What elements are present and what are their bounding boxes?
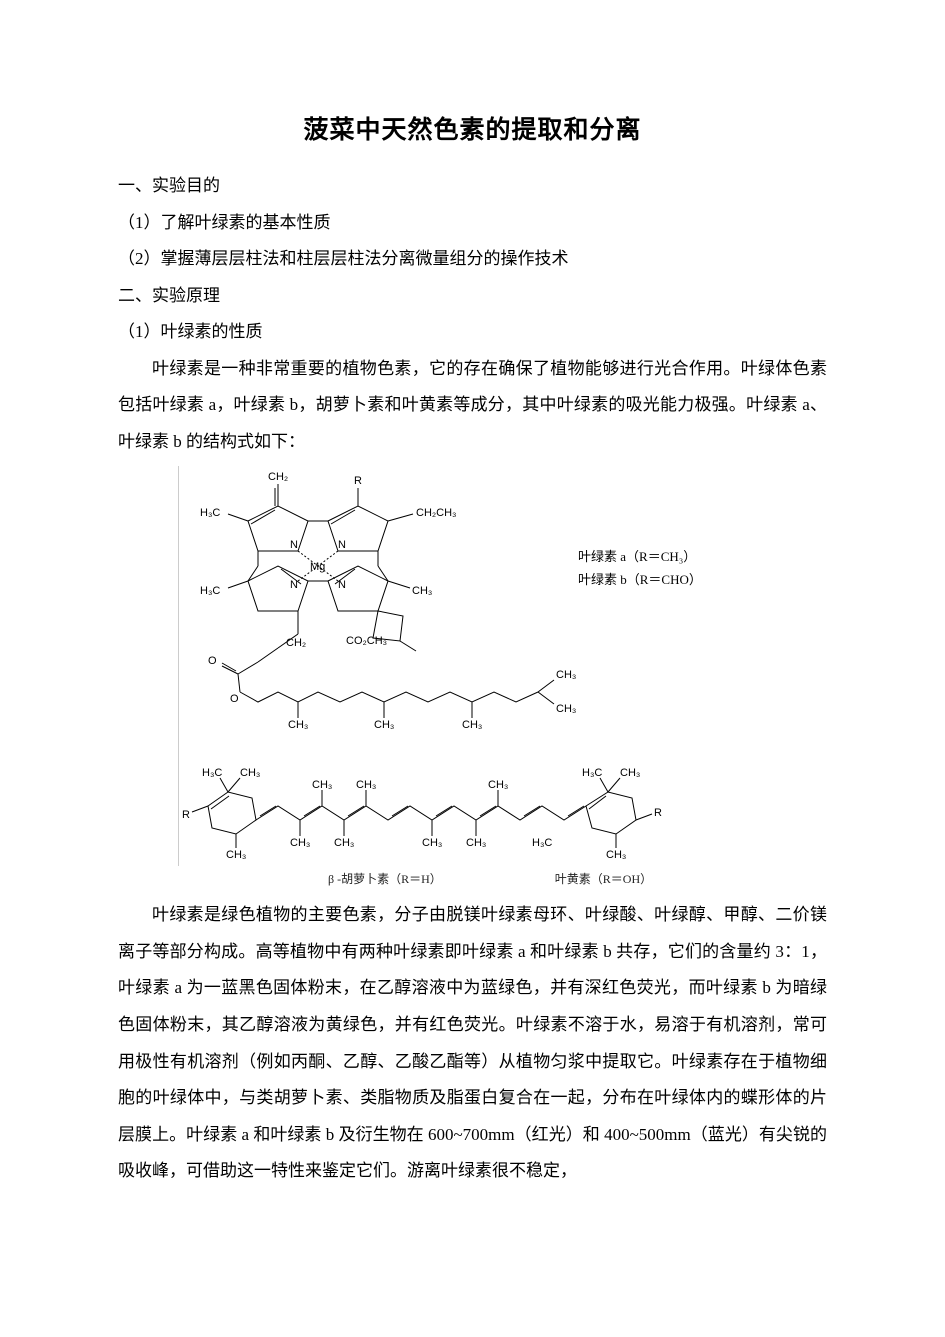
legend-chl-b: 叶绿素 b（R＝CHO） — [578, 572, 702, 587]
para2: 叶绿素是绿色植物的主要色素，分子由脱镁叶绿素母环、叶绿酸、叶绿醇、甲醇、二价镁离… — [118, 897, 827, 1189]
lbl-ch3-t1: CH₃ — [288, 719, 308, 731]
chlorophyll-svg: CH₂ R H₃C CH₂CH₃ N N N N Mg H₃C CH₃ CH₂ … — [178, 466, 758, 756]
lbl-ch3-t5: CH₃ — [556, 703, 576, 715]
lbl-ch3-l3: CH₃ — [226, 849, 246, 861]
lbl-h3c-l1: H₃C — [202, 767, 222, 779]
lbl-ch3-c6: CH₃ — [422, 837, 442, 849]
lbl-ch2-mid: CH₂ — [286, 637, 306, 649]
lbl-ch3-c7: CH₃ — [466, 837, 486, 849]
lbl-n1: N — [290, 539, 298, 551]
lbl-r-left: R — [182, 809, 190, 821]
doc-title: 菠菜中天然色素的提取和分离 — [118, 110, 827, 146]
lbl-ch3-t3: CH₃ — [462, 719, 482, 731]
lbl-ch3-t4: CH₃ — [556, 669, 576, 681]
lbl-h3c-1: H₃C — [200, 507, 220, 519]
lbl-mg: Mg — [310, 561, 325, 573]
lbl-ch3-c4: CH₃ — [290, 837, 310, 849]
caption-carotene: β -胡萝卜素（R＝H） — [328, 870, 442, 887]
lbl-h3c-r1: H₃C — [582, 767, 602, 779]
chlorophyll-figure: CH₂ R H₃C CH₂CH₃ N N N N Mg H₃C CH₃ CH₂ … — [178, 466, 827, 887]
carotene-caption-row: β -胡萝卜素（R＝H） 叶黄素（R＝OH） — [178, 870, 827, 887]
document-page: 菠菜中天然色素的提取和分离 一、实验目的 （1）了解叶绿素的基本性质 （2）掌握… — [0, 0, 945, 1337]
lbl-h3c-2: H₃C — [200, 585, 220, 597]
lbl-ch3-r: CH₃ — [412, 585, 432, 597]
lbl-ch3-l2: CH₃ — [240, 767, 260, 779]
lbl-n3: N — [290, 579, 298, 591]
lbl-ch3-c3: CH₃ — [488, 779, 508, 791]
lbl-ch3-r3: CH₃ — [606, 849, 626, 861]
lbl-n4: N — [338, 579, 346, 591]
lbl-n2: N — [338, 539, 346, 551]
lbl-o-dbl: O — [208, 655, 217, 667]
lbl-h3c-extra: H₃C — [532, 837, 552, 849]
lbl-r-top: R — [354, 475, 362, 487]
lbl-ch3-r2: CH₃ — [620, 767, 640, 779]
lbl-r-right: R — [654, 807, 662, 819]
section2-heading: 二、实验原理 — [118, 278, 827, 315]
section1-item2: （2）掌握薄层层柱法和柱层层柱法分离微量组分的操作技术 — [118, 241, 827, 278]
legend-chl-a: 叶绿素 a（R＝CH₃） — [578, 549, 696, 564]
section1-heading: 一、实验目的 — [118, 168, 827, 205]
lbl-ch2ch3: CH₂CH₃ — [416, 507, 457, 519]
caption-xanthophyll: 叶黄素（R＝OH） — [555, 870, 652, 887]
lbl-ch2-top: CH₂ — [268, 471, 288, 483]
section2-sub1: （1）叶绿素的性质 — [118, 314, 827, 351]
para1: 叶绿素是一种非常重要的植物色素，它的存在确保了植物能够进行光合作用。叶绿体色素包… — [118, 351, 827, 461]
lbl-ch3-c1: CH₃ — [312, 779, 332, 791]
section1-item1: （1）了解叶绿素的基本性质 — [118, 205, 827, 242]
carotene-svg: H₃C CH₃ CH₃ R CH₃ CH₃ CH₃ CH₃ CH₃ CH₃ CH… — [178, 756, 758, 866]
lbl-co2ch3: CO₂CH₃ — [346, 635, 387, 647]
lbl-ch3-c5: CH₃ — [334, 837, 354, 849]
lbl-ch3-t2: CH₃ — [374, 719, 394, 731]
lbl-o-s: O — [230, 693, 239, 705]
lbl-ch3-c2: CH₃ — [356, 779, 376, 791]
